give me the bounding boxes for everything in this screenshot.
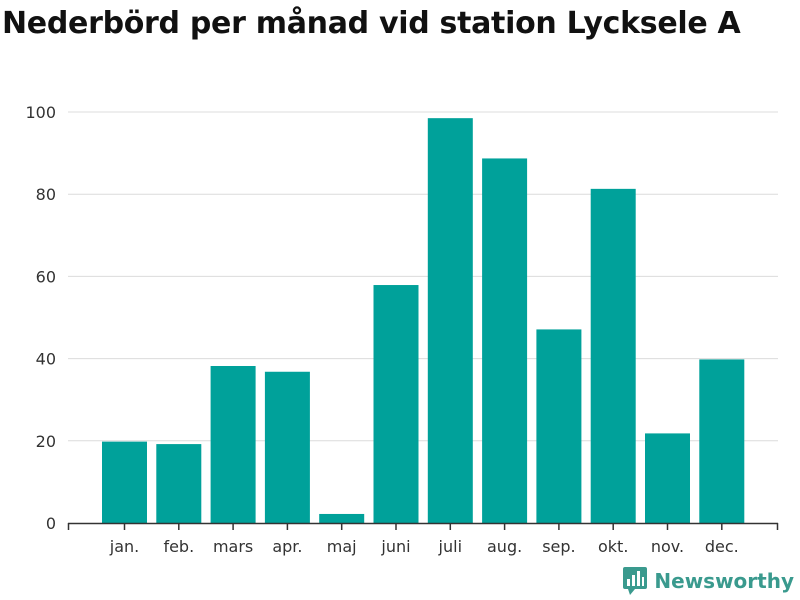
newsworthy-logo: Newsworthy	[622, 566, 794, 596]
y-tick-label: 20	[36, 432, 56, 451]
bar	[427, 118, 473, 523]
bar	[699, 359, 745, 523]
brand-name: Newsworthy	[654, 569, 794, 593]
bar	[590, 188, 636, 523]
x-axis	[67, 522, 779, 530]
gridlines	[68, 111, 778, 442]
bar	[102, 441, 147, 523]
bar	[373, 285, 419, 523]
y-tick-label: 0	[46, 514, 56, 533]
bar-chart-logo-icon	[623, 567, 648, 595]
bar	[645, 433, 690, 523]
y-tick-label: 60	[36, 267, 56, 286]
x-tick-label: sep.	[542, 537, 575, 556]
bar	[536, 329, 582, 523]
y-tick-label: 80	[36, 185, 56, 204]
x-tick-label: mars	[213, 537, 253, 556]
bar	[264, 371, 310, 523]
y-tick-label: 100	[25, 103, 56, 122]
x-tick-label: okt.	[598, 537, 628, 556]
y-axis-tick-labels: 0 20 40 60 80 100	[25, 103, 56, 533]
bar	[319, 513, 365, 523]
bars	[102, 118, 745, 523]
x-tick-label: aug.	[487, 537, 522, 556]
x-tick-label: juni	[380, 537, 410, 556]
x-tick-label: apr.	[272, 537, 302, 556]
x-tick-label: feb.	[163, 537, 194, 556]
x-tick-label: dec.	[705, 537, 739, 556]
x-tick-label: nov.	[651, 537, 684, 556]
x-tick-label: maj	[327, 537, 357, 556]
chart-title: Nederbörd per månad vid station Lycksele…	[2, 6, 741, 41]
y-tick-label: 40	[36, 350, 56, 369]
bar	[210, 365, 256, 523]
x-axis-tick-labels: jan. feb. mars apr. maj juni juli aug. sep. okt. n…	[109, 537, 739, 556]
bar	[482, 158, 528, 523]
bar	[156, 444, 202, 523]
x-tick-label: juli	[438, 537, 462, 556]
x-tick-label: jan.	[109, 537, 139, 556]
